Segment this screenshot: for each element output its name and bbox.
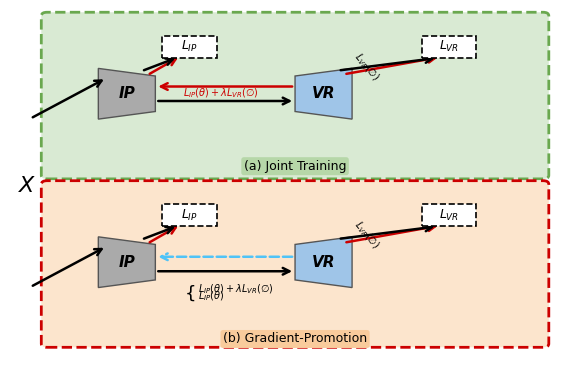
Text: $L_{IP}$: $L_{IP}$ — [181, 39, 198, 54]
FancyArrowPatch shape — [158, 268, 289, 274]
Text: $L_{VR}(\emptyset)$: $L_{VR}(\emptyset)$ — [351, 50, 382, 83]
FancyArrowPatch shape — [33, 81, 101, 117]
Text: IP: IP — [119, 86, 135, 101]
Text: (a) Joint Training: (a) Joint Training — [244, 160, 346, 173]
FancyArrowPatch shape — [33, 249, 101, 286]
FancyArrowPatch shape — [346, 56, 435, 74]
Text: VR: VR — [312, 86, 335, 101]
Text: $\{$: $\{$ — [184, 283, 195, 303]
FancyArrowPatch shape — [341, 56, 432, 70]
FancyArrowPatch shape — [341, 224, 432, 239]
Polygon shape — [295, 68, 352, 119]
FancyBboxPatch shape — [163, 36, 217, 58]
FancyBboxPatch shape — [422, 204, 476, 226]
FancyArrowPatch shape — [150, 59, 176, 74]
Text: $L_{IP}(\theta)$: $L_{IP}(\theta)$ — [198, 290, 225, 303]
FancyArrowPatch shape — [144, 58, 172, 70]
FancyBboxPatch shape — [41, 12, 549, 179]
FancyArrowPatch shape — [150, 227, 176, 242]
Text: $L_{VR}$: $L_{VR}$ — [439, 208, 459, 223]
Text: IP: IP — [119, 255, 135, 270]
FancyBboxPatch shape — [163, 204, 217, 226]
FancyArrowPatch shape — [346, 224, 435, 242]
Text: $L_{IP}(\theta)+\lambda L_{VR}(\emptyset)$: $L_{IP}(\theta)+\lambda L_{VR}(\emptyset… — [198, 283, 274, 296]
Polygon shape — [295, 237, 352, 288]
FancyBboxPatch shape — [41, 181, 549, 347]
Text: $X$: $X$ — [18, 176, 36, 196]
Text: $L_{IP}$: $L_{IP}$ — [181, 208, 198, 223]
Text: $L_{VR}$: $L_{VR}$ — [439, 39, 459, 54]
Polygon shape — [99, 237, 155, 288]
FancyBboxPatch shape — [422, 36, 476, 58]
FancyArrowPatch shape — [161, 253, 292, 260]
Polygon shape — [99, 68, 155, 119]
FancyArrowPatch shape — [158, 98, 289, 104]
FancyArrowPatch shape — [144, 227, 172, 239]
Text: $L_{IP}(\theta)+\lambda L_{VR}(\emptyset)$: $L_{IP}(\theta)+\lambda L_{VR}(\emptyset… — [183, 86, 258, 100]
Text: $L_{VR}(\emptyset)$: $L_{VR}(\emptyset)$ — [351, 218, 382, 252]
Text: (b) Gradient-Promotion: (b) Gradient-Promotion — [223, 333, 367, 346]
FancyArrowPatch shape — [161, 83, 292, 90]
Text: VR: VR — [312, 255, 335, 270]
